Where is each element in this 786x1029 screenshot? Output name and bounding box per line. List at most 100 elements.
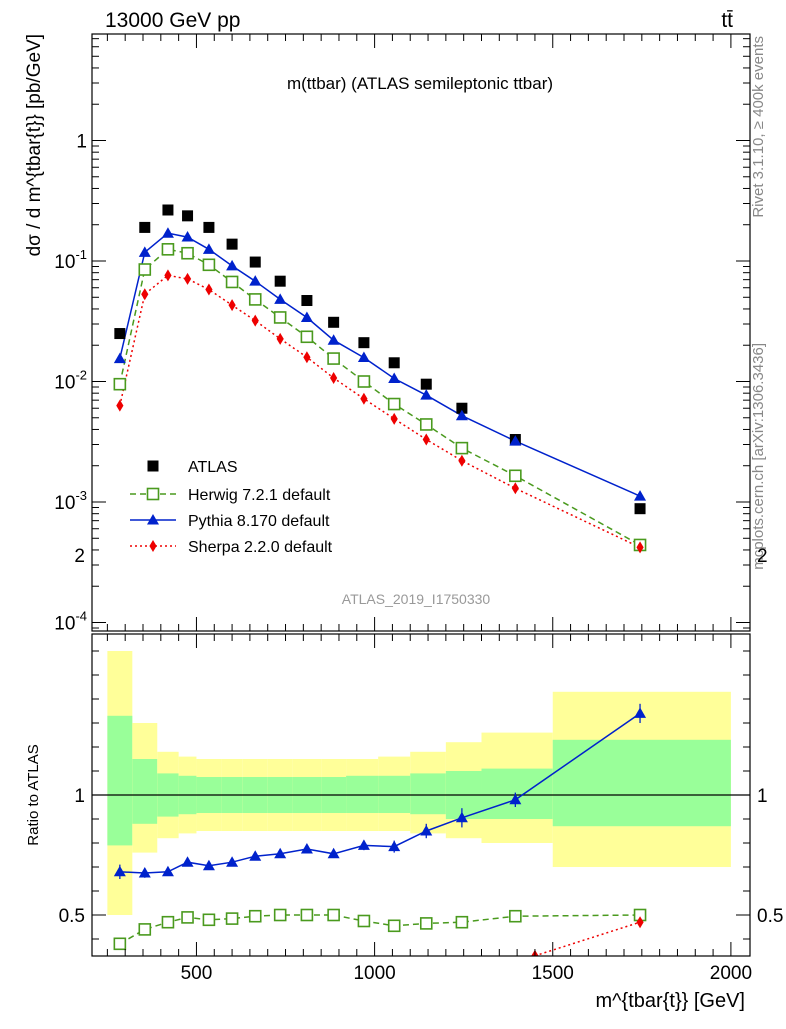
- data-point-diamond: [422, 433, 430, 446]
- data-point-square: [301, 295, 313, 307]
- data-point-diamond: [228, 299, 236, 312]
- main-axis-ticks: [92, 34, 750, 631]
- analysis-label: ATLAS_2019_I1750330: [342, 591, 491, 607]
- main-y-tick-label: 10-2: [54, 368, 87, 394]
- uncertainty-band-inner: [132, 759, 158, 824]
- x-tick-label: 500: [181, 963, 213, 984]
- data-point-open-square: [455, 915, 469, 929]
- ratio-y-tick-label-right: 2: [757, 546, 768, 567]
- x-tick-label: 1000: [353, 963, 395, 984]
- ratio-y-tick-label-left: 0.5: [59, 906, 85, 927]
- data-point-diamond: [458, 454, 466, 467]
- data-point-triangle: [249, 275, 262, 286]
- rivet-label: Rivet 3.1.10, ≥ 400k events: [750, 36, 767, 218]
- data-point-square: [182, 210, 194, 222]
- header-collision-info: 13000 GeV pp: [105, 9, 240, 32]
- data-point-triangle: [634, 707, 647, 718]
- data-point-triangle: [300, 311, 313, 322]
- data-point-triangle: [455, 811, 468, 823]
- ratio-y-tick-label-right: 0.5: [757, 906, 783, 927]
- data-point-triangle: [357, 351, 370, 363]
- tick-exponent: -3: [75, 488, 87, 503]
- data-point-triangle: [357, 839, 370, 850]
- data-point-open-square: [202, 258, 216, 272]
- main-y-axis-label: dσ / d m^{tbar{t}} [pb/GeV]: [24, 34, 45, 256]
- data-point-open-square: [387, 919, 401, 933]
- tick-exponent: -2: [75, 368, 87, 383]
- data-point-triangle: [509, 793, 522, 805]
- tick-base: 10: [54, 252, 75, 273]
- data-point-triangle: [226, 259, 239, 271]
- x-tick-label: 1500: [532, 963, 574, 984]
- data-point-diamond: [636, 916, 644, 929]
- data-point-diamond: [164, 269, 172, 282]
- main-y-tick-label: 10-4: [54, 609, 87, 635]
- main-y-tick-label: 10-1: [54, 247, 87, 273]
- data-point-open-square: [248, 909, 262, 923]
- uncertainty-band-inner: [481, 768, 553, 819]
- x-tick-label: 2000: [710, 963, 752, 984]
- ratio-y-tick-label-left: 1: [74, 786, 85, 807]
- main-y-tick-labels: 10-410-310-210-11: [54, 132, 87, 635]
- data-point-triangle: [226, 856, 239, 867]
- data-point-diamond: [183, 272, 192, 285]
- series-line-herwig: [119, 248, 641, 546]
- data-point-square: [114, 328, 126, 340]
- data-point-diamond: [511, 482, 519, 495]
- data-point-open-square: [273, 908, 287, 922]
- main-panel: 10-410-310-210-11 m(ttbar) (ATLAS semile…: [24, 33, 751, 635]
- data-point-triangle: [202, 243, 215, 254]
- data-point-open-square: [225, 912, 239, 925]
- data-point-diamond: [390, 412, 398, 425]
- main-y-tick-label: 1: [76, 132, 87, 153]
- data-point-open-square: [509, 909, 522, 923]
- data-point-open-square: [161, 243, 175, 256]
- tick-exponent: -1: [75, 247, 87, 262]
- data-point-diamond: [360, 392, 368, 405]
- data-point-triangle: [113, 352, 126, 364]
- data-point-square: [226, 238, 238, 250]
- data-point-open-square: [327, 352, 340, 365]
- data-point-square: [162, 204, 174, 216]
- data-point-square: [456, 402, 468, 414]
- header-process: tt̄: [721, 9, 733, 32]
- data-point-diamond: [141, 288, 149, 301]
- legend-label: Sherpa 2.2.0 default: [188, 539, 333, 556]
- data-point-open-square: [225, 275, 239, 289]
- data-point-open-square: [300, 330, 314, 344]
- legend-label: Pythia 8.170 default: [188, 513, 330, 530]
- data-point-square: [274, 275, 286, 287]
- data-point-open-square: [419, 418, 433, 431]
- data-point-diamond: [149, 540, 157, 552]
- data-point-triangle: [202, 859, 215, 871]
- data-point-triangle: [161, 227, 174, 238]
- uncertainty-band-inner: [410, 773, 446, 815]
- tick-exponent: -4: [75, 609, 87, 624]
- data-point-open-square: [113, 377, 127, 391]
- main-plot-content: [113, 204, 647, 554]
- ratio-y-tick-label-left: 2: [74, 546, 85, 567]
- tick-base: 10: [54, 614, 75, 635]
- data-point-triangle: [509, 435, 522, 446]
- main-y-tick-label: 10-3: [54, 488, 87, 514]
- legend: ATLAS Herwig 7.2.1 default Pythia 8.170 de…: [130, 459, 333, 556]
- ratio-line-sherpa: [534, 921, 641, 956]
- main-frame: [91, 33, 751, 632]
- data-point-open-square: [357, 914, 371, 928]
- data-point-square: [203, 221, 215, 233]
- data-point-diamond: [251, 314, 259, 327]
- data-point-triangle: [138, 867, 151, 878]
- data-point-diamond: [205, 283, 213, 296]
- data-point-open-square: [300, 908, 314, 922]
- data-point-triangle: [138, 246, 151, 257]
- legend-label: Herwig 7.2.1 default: [188, 487, 331, 504]
- ratio-axis-ticks: [92, 634, 750, 956]
- data-point-open-square: [327, 908, 340, 922]
- data-point-triangle: [420, 825, 433, 836]
- data-point-triangle: [181, 856, 194, 867]
- data-point-triangle: [181, 231, 194, 242]
- ratio-line-herwig: [119, 914, 641, 945]
- ratio-y-axis-label: Ratio to ATLAS: [25, 744, 42, 845]
- data-point-square: [420, 378, 432, 390]
